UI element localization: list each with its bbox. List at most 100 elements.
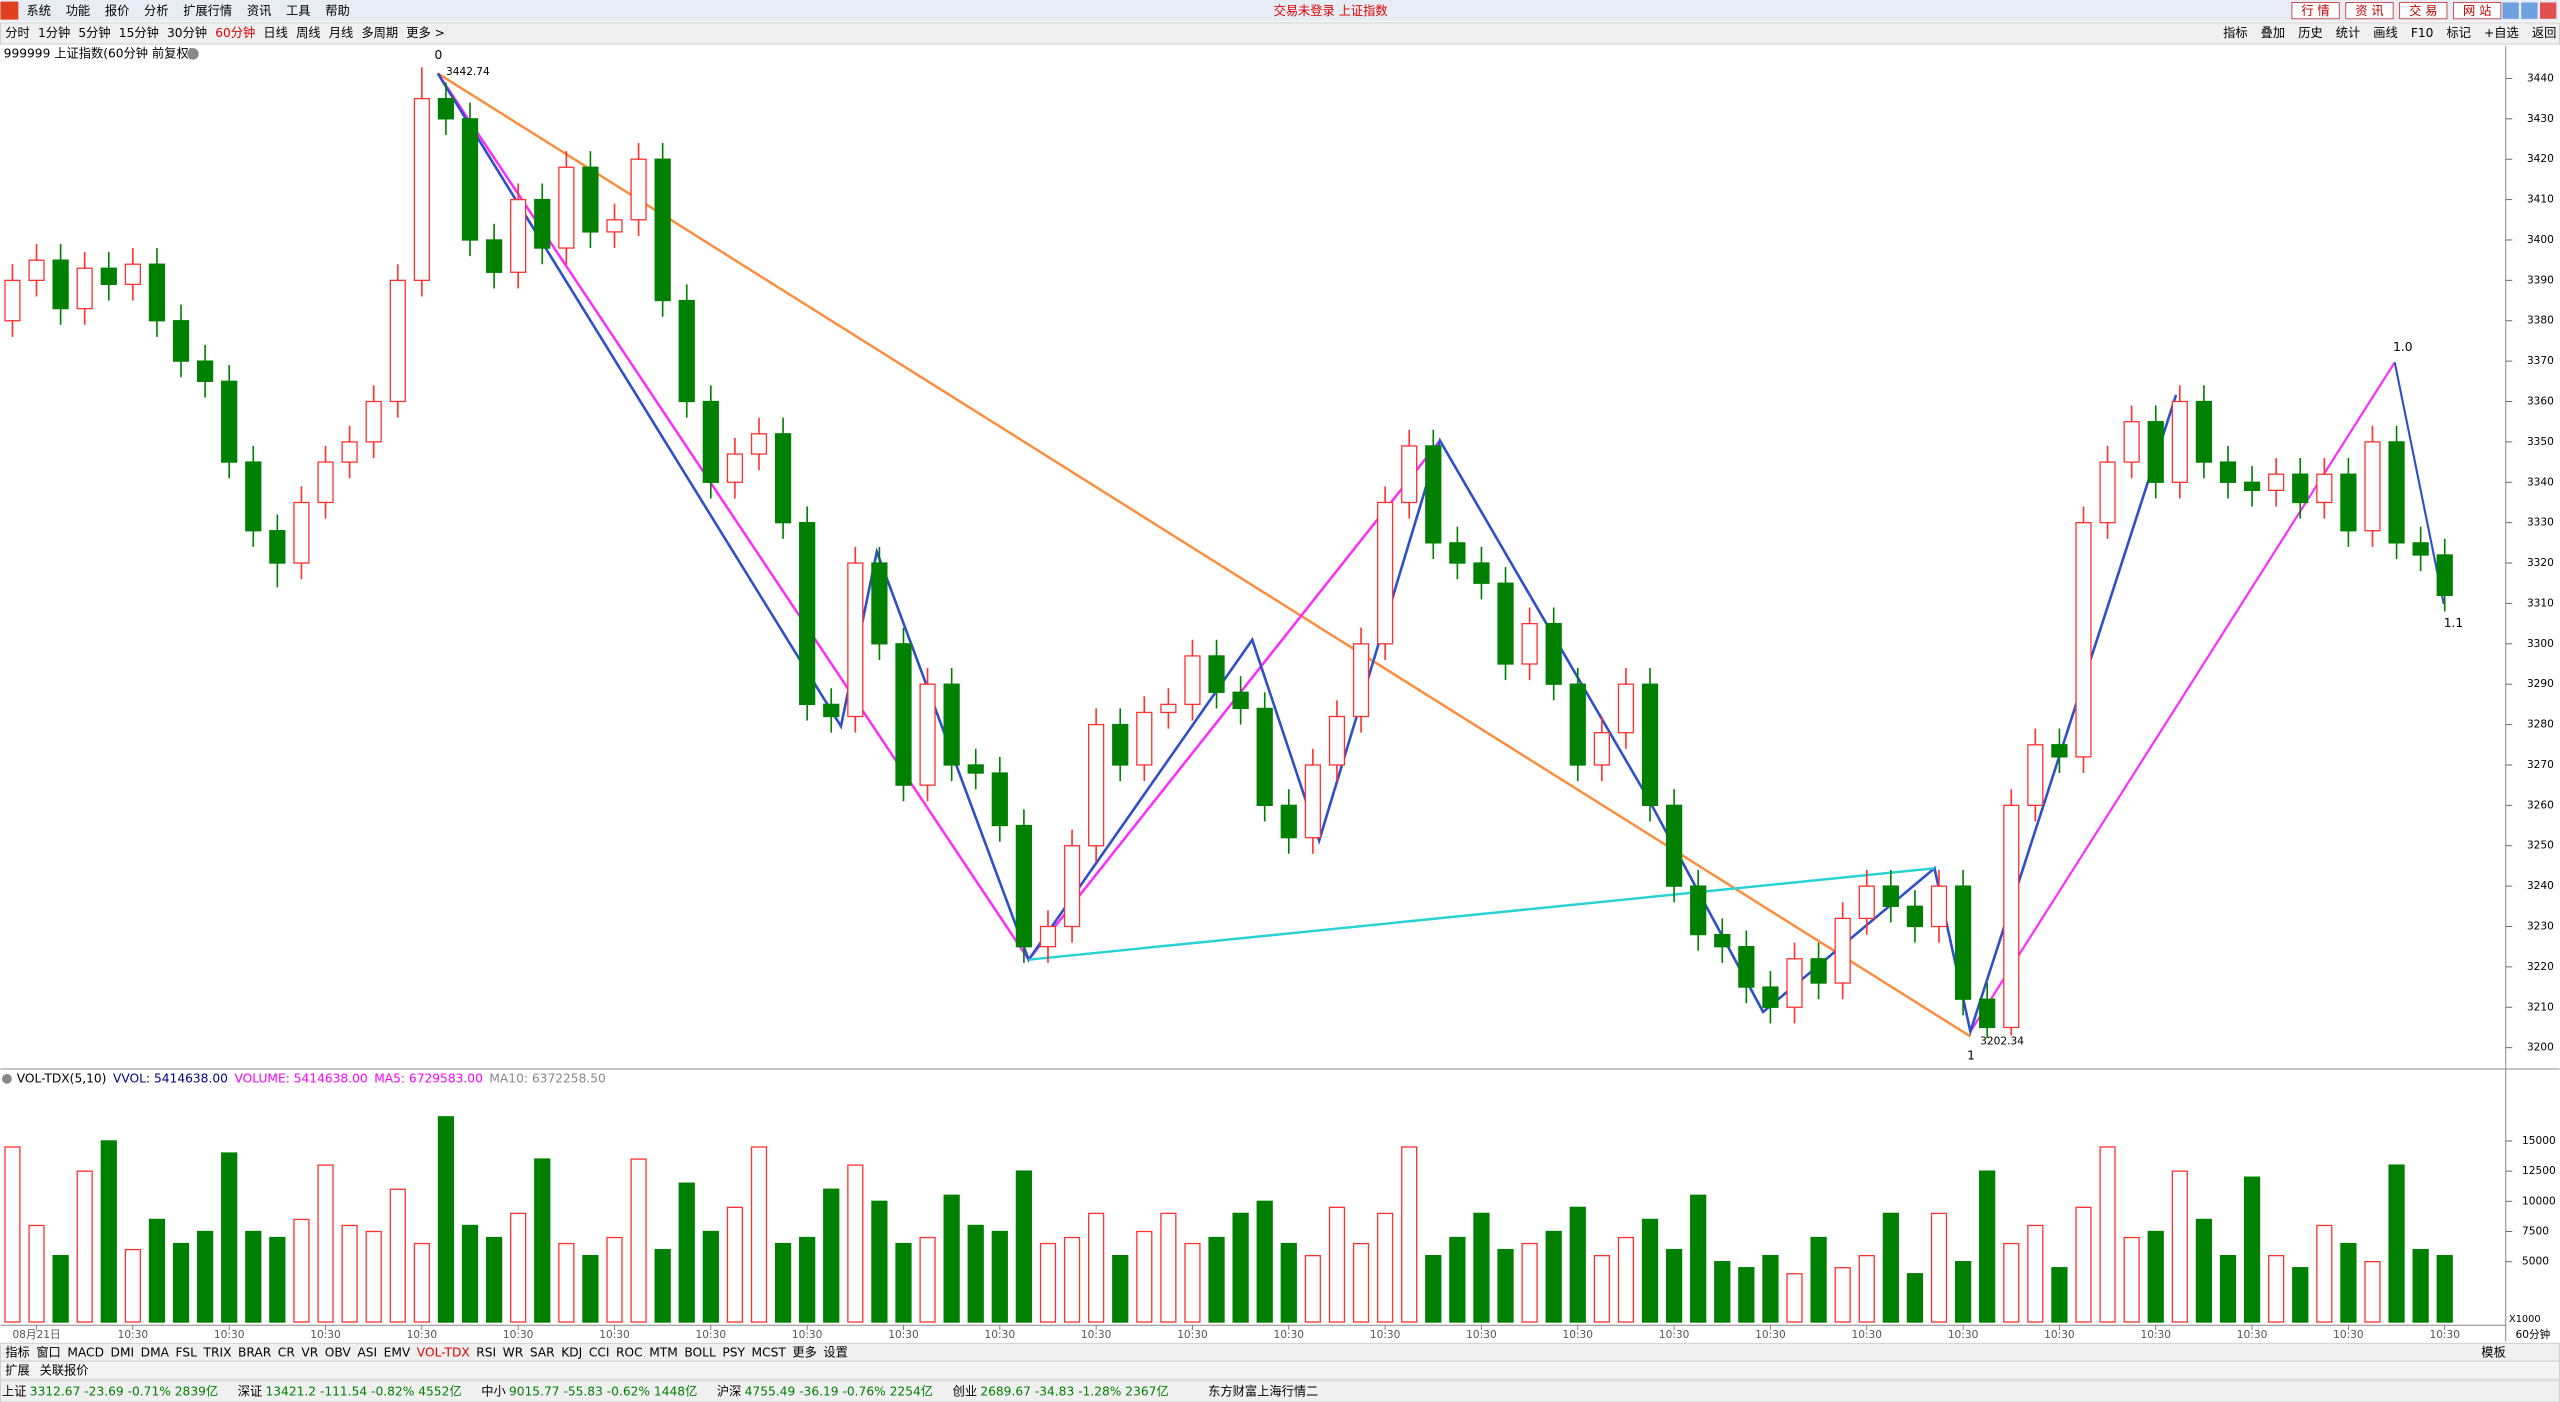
period-tab[interactable]: 60分钟 (215, 25, 255, 40)
indicator-tab[interactable]: CCI (589, 1346, 610, 1360)
period-tab[interactable]: 周线 (296, 26, 320, 40)
indicator-tab[interactable]: FSL (176, 1346, 198, 1360)
sub-tab[interactable]: 扩展 (5, 1363, 29, 1377)
nav-button-label[interactable]: 交 易 (2409, 3, 2437, 18)
candle-body (1593, 731, 1610, 766)
tool-button[interactable]: 历史 (2298, 26, 2322, 40)
indicator-tab[interactable]: DMA (141, 1346, 170, 1360)
x-tick-label: 10:30 (1466, 1329, 1497, 1341)
panel-icon[interactable] (2, 1073, 12, 1084)
drawings (436, 72, 2445, 1038)
settings-icon[interactable] (187, 48, 199, 60)
indicator-tab[interactable]: EMV (384, 1346, 411, 1360)
candle-body (221, 380, 238, 463)
window-button[interactable] (2502, 2, 2519, 19)
indicator-tab[interactable]: MTM (649, 1346, 678, 1360)
volume-bar (1545, 1230, 1562, 1323)
period-tab[interactable]: 分时 (5, 26, 29, 40)
menu-item[interactable]: 帮助 (325, 4, 349, 18)
x-tick-label: 10:30 (1274, 1329, 1305, 1341)
nav-button-label[interactable]: 资 讯 (2355, 4, 2383, 18)
nav-button[interactable] (2291, 2, 2340, 20)
menu-item[interactable]: 报价 (105, 3, 129, 18)
window-button[interactable] (2521, 2, 2538, 19)
candle-body (1039, 925, 1057, 948)
tool-button[interactable]: 统计 (2336, 26, 2360, 40)
indicator-tab[interactable]: DMI (111, 1346, 135, 1360)
y-tick-label: 15000 (2522, 1135, 2556, 1147)
candle-body (1256, 707, 1273, 806)
indicator-tab[interactable]: KDJ (561, 1346, 582, 1360)
volume-bar (365, 1230, 382, 1323)
nav-button[interactable] (2453, 2, 2502, 20)
y-tick-label: 3340 (2527, 476, 2554, 488)
tool-button[interactable]: +自选 (2484, 26, 2519, 40)
volume-bar (967, 1224, 984, 1323)
template-label[interactable]: 模板 (2481, 1346, 2505, 1360)
menu-item[interactable]: 分析 (144, 4, 168, 18)
volume-bar (2268, 1254, 2285, 1323)
period-tab[interactable]: 5分钟 (78, 25, 110, 40)
period-tab[interactable]: 月线 (329, 26, 353, 40)
indicator-tab[interactable]: ROC (616, 1346, 643, 1360)
indicator-tab[interactable]: CR (278, 1346, 296, 1360)
x-tick-label: 10:30 (1177, 1329, 1208, 1341)
trend-line (437, 72, 1972, 1038)
window-button[interactable] (2540, 2, 2557, 19)
menu-item[interactable]: 工具 (286, 4, 310, 18)
period-tab[interactable]: 日线 (263, 26, 287, 40)
indicator-tab[interactable]: TRIX (202, 1346, 231, 1360)
period-tab[interactable]: 更多 > (406, 26, 445, 40)
volume-bar (389, 1188, 406, 1323)
tool-button[interactable]: 指标 (2223, 25, 2247, 40)
y-tick-label: 3390 (2527, 274, 2554, 286)
candle-body (1858, 885, 1875, 920)
indicator-tab[interactable]: RSI (476, 1346, 496, 1360)
sub-tab[interactable]: 关联报价 (40, 1362, 89, 1377)
period-tab[interactable]: 15分钟 (119, 25, 159, 40)
tool-button[interactable]: 标记 (2447, 26, 2471, 40)
indicator-tab[interactable]: WR (503, 1346, 524, 1360)
volume-bar (1569, 1206, 1586, 1323)
indicator-tab[interactable]: ASI (357, 1346, 377, 1360)
menu-item[interactable]: 资讯 (247, 4, 271, 18)
menu-item[interactable]: 扩展行情 (183, 4, 232, 18)
nav-button[interactable] (2345, 2, 2394, 20)
x-tick-label: 10:30 (1659, 1329, 1690, 1341)
indicator-tab[interactable]: SAR (530, 1346, 555, 1360)
indicator-tab[interactable]: OBV (325, 1346, 352, 1360)
candle-body (750, 433, 768, 455)
nav-button[interactable] (2399, 2, 2448, 20)
indicator-tab[interactable]: 设置 (823, 1346, 847, 1360)
tool-button[interactable]: 画线 (2373, 26, 2397, 40)
volume-bar (196, 1230, 214, 1323)
zigzag-line (2393, 362, 2445, 605)
menu-item[interactable]: 系统 (27, 4, 51, 18)
tool-button[interactable]: 叠加 (2261, 26, 2285, 40)
indicator-tab[interactable]: MACD (67, 1346, 104, 1360)
indicator-tab[interactable]: VR (301, 1346, 318, 1360)
indicator-tab[interactable]: BRAR (238, 1346, 272, 1360)
candle-body (269, 530, 286, 564)
nav-button-label[interactable]: 网 站 (2463, 4, 2491, 18)
menu-item[interactable]: 功能 (66, 4, 90, 18)
period-tab[interactable]: 30分钟 (167, 25, 207, 40)
indicator-tab[interactable]: 更多 (792, 1346, 816, 1360)
indicator-tab[interactable]: VOL-TDX (417, 1346, 470, 1360)
indicator-tab[interactable]: BOLL (684, 1346, 716, 1360)
tool-button[interactable]: F10 (2411, 26, 2434, 40)
volume-bar (2075, 1206, 2092, 1323)
indicator-tab[interactable]: 窗口 (36, 1346, 60, 1360)
tool-button[interactable]: 返回 (2532, 26, 2556, 40)
y-tick-label: 10000 (2522, 1195, 2556, 1207)
period-tab[interactable]: 1分钟 (38, 25, 70, 40)
candle-body (702, 400, 719, 483)
indicator-tab[interactable]: PSY (722, 1346, 745, 1360)
candle-body (2316, 473, 2333, 504)
indicator-tab[interactable]: MCST (752, 1346, 787, 1360)
indicator-tab[interactable]: 指标 (5, 1345, 29, 1360)
y-tick-label: 3400 (2527, 234, 2554, 246)
nav-button-label[interactable]: 行 情 (2301, 4, 2329, 18)
period-tab[interactable]: 多周期 (361, 26, 398, 40)
